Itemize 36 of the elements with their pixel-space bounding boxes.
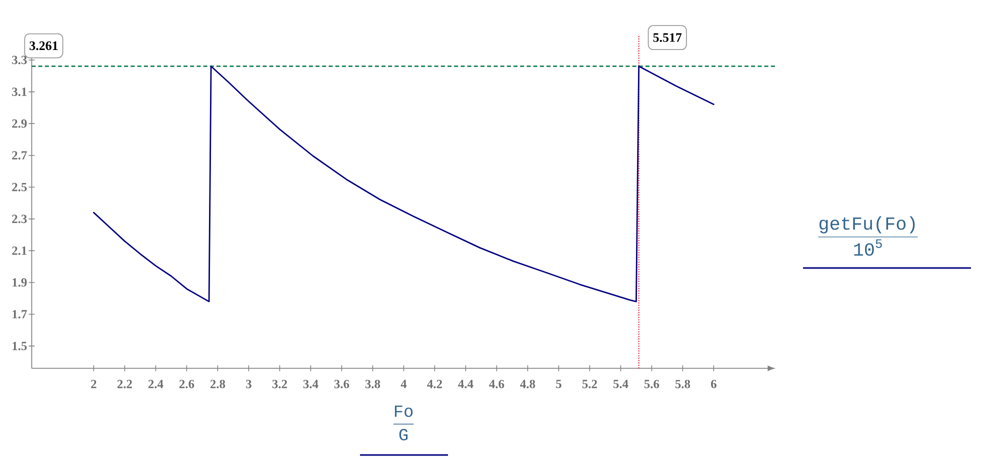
x-tick-label: 2.8: [210, 380, 226, 388]
x-tick-label: 4.4: [458, 380, 474, 388]
x-tick-label: 6: [711, 380, 716, 388]
y-tick-label: 2.7: [12, 151, 27, 160]
x-tick-label: 3.6: [334, 380, 350, 388]
y-tick-label: 1.5: [12, 342, 27, 350]
x-tick-label: 4.8: [520, 380, 536, 388]
x-tick-label: 3.4: [303, 380, 318, 388]
x-tick-label: 5: [556, 380, 562, 388]
x-tick-label: 3.8: [365, 380, 380, 388]
x-tick-label: 2.4: [148, 380, 164, 388]
y-tick-label: 2.5: [12, 182, 27, 192]
x-tick-label: 2.6: [179, 380, 194, 388]
y-tick-label: 2.3: [12, 214, 27, 224]
x-tick-label: 5.8: [675, 380, 690, 388]
y-tick-label: 1.9: [12, 278, 27, 287]
y-tick-label: 3.3: [12, 56, 27, 64]
x-tick-label: 5.4: [613, 380, 628, 388]
x-tick-label: 3.2: [272, 380, 287, 388]
x-tick-label: 4.2: [427, 380, 442, 388]
x-axis-title: $\frac{\texttt{Fo}}{\texttt{G}}$: [393, 406, 414, 440]
ref-line-label: 5.517: [653, 33, 682, 42]
y-tick-label: 2.9: [12, 119, 27, 128]
line-series: [93, 66, 714, 302]
y-tick-label: 2.1: [12, 246, 27, 255]
x-tick-label: 2: [91, 380, 96, 388]
y-tick-label: 3.1: [12, 88, 27, 96]
x-tick-label: 5.6: [644, 380, 660, 388]
x-tick-label: 2.2: [117, 380, 132, 388]
x-tick-label: 4: [400, 380, 407, 388]
x-tick-label: 5.2: [582, 380, 597, 388]
ref-line-label: 3.261: [30, 41, 58, 50]
y-axis-title: $\frac{\texttt{getFu(Fo)}}{\texttt{10}^{\texttt{5}}}$: [818, 216, 918, 256]
y-tick-label: 1.7: [12, 310, 27, 318]
x-tick-label: 4.6: [489, 380, 504, 388]
x-tick-label: 3: [246, 380, 252, 388]
